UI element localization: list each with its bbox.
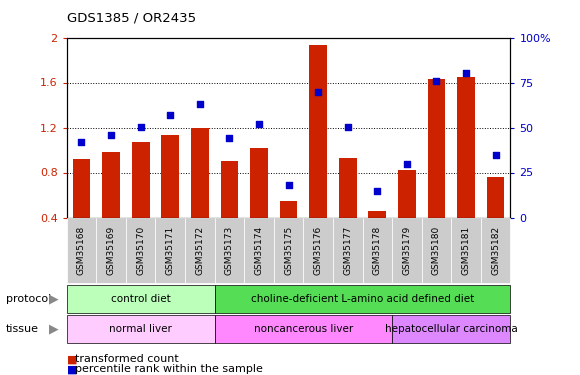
Bar bbox=[398, 170, 416, 217]
Text: GSM35172: GSM35172 bbox=[195, 226, 204, 275]
Bar bbox=[280, 201, 298, 217]
Point bbox=[195, 101, 204, 107]
Text: GSM35175: GSM35175 bbox=[284, 226, 293, 275]
Point bbox=[136, 124, 145, 130]
Text: GSM35176: GSM35176 bbox=[314, 226, 322, 275]
Bar bbox=[132, 142, 150, 218]
Text: control diet: control diet bbox=[111, 294, 171, 304]
Point bbox=[107, 132, 116, 138]
Bar bbox=[309, 45, 327, 218]
Text: ■: ■ bbox=[67, 364, 77, 374]
Text: GSM35174: GSM35174 bbox=[255, 226, 263, 275]
Bar bbox=[457, 77, 475, 218]
Bar bbox=[427, 79, 445, 218]
Text: GSM35168: GSM35168 bbox=[77, 226, 86, 275]
Text: GSM35177: GSM35177 bbox=[343, 226, 352, 275]
Bar bbox=[191, 128, 209, 218]
Point bbox=[166, 112, 175, 118]
Point bbox=[462, 70, 471, 76]
Text: GSM35169: GSM35169 bbox=[107, 226, 115, 275]
Bar bbox=[250, 148, 268, 217]
Point bbox=[313, 88, 322, 94]
Bar bbox=[487, 177, 505, 218]
Bar bbox=[161, 135, 179, 218]
Text: GSM35170: GSM35170 bbox=[136, 226, 145, 275]
Text: GSM35182: GSM35182 bbox=[491, 226, 500, 275]
Point bbox=[77, 139, 86, 145]
Bar bbox=[368, 211, 386, 218]
Text: GSM35171: GSM35171 bbox=[166, 226, 175, 275]
Text: ▶: ▶ bbox=[49, 322, 58, 336]
Text: ■: ■ bbox=[67, 354, 77, 364]
Text: protocol: protocol bbox=[6, 294, 51, 304]
Text: ▶: ▶ bbox=[49, 292, 58, 306]
Point bbox=[224, 135, 234, 141]
Text: transformed count: transformed count bbox=[75, 354, 179, 364]
Point bbox=[491, 152, 500, 157]
Text: tissue: tissue bbox=[6, 324, 39, 334]
Text: percentile rank within the sample: percentile rank within the sample bbox=[75, 364, 263, 374]
Text: choline-deficient L-amino acid defined diet: choline-deficient L-amino acid defined d… bbox=[251, 294, 474, 304]
Bar bbox=[220, 161, 238, 218]
Text: normal liver: normal liver bbox=[109, 324, 172, 334]
Point bbox=[403, 160, 412, 166]
Point bbox=[432, 78, 441, 84]
Text: GSM35173: GSM35173 bbox=[225, 226, 234, 275]
Text: hepatocellular carcinoma: hepatocellular carcinoma bbox=[385, 324, 517, 334]
Bar bbox=[102, 152, 120, 217]
Bar bbox=[339, 158, 357, 218]
Text: GSM35181: GSM35181 bbox=[462, 226, 470, 275]
Text: GSM35180: GSM35180 bbox=[432, 226, 441, 275]
Text: GSM35179: GSM35179 bbox=[403, 226, 411, 275]
Text: GDS1385 / OR2435: GDS1385 / OR2435 bbox=[67, 11, 196, 24]
Bar bbox=[72, 159, 90, 218]
Text: noncancerous liver: noncancerous liver bbox=[253, 324, 353, 334]
Point bbox=[343, 124, 352, 130]
Point bbox=[372, 188, 382, 194]
Text: GSM35178: GSM35178 bbox=[373, 226, 382, 275]
Point bbox=[284, 182, 293, 188]
Point bbox=[255, 121, 264, 127]
